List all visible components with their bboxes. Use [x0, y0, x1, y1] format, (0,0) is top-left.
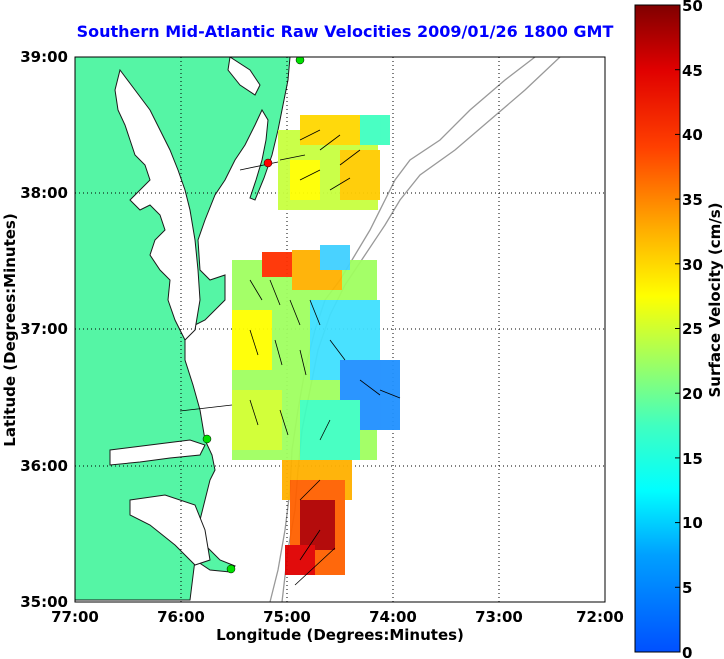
- colorbar-tick-label: 25: [682, 320, 703, 338]
- x-tick-label: 72:00: [576, 608, 624, 626]
- radar-site-marker: [263, 158, 273, 168]
- y-tick-label: 37:00: [20, 320, 68, 338]
- colorbar-tick-label: 20: [682, 385, 703, 403]
- x-axis-title: Longitude (Degrees:Minutes): [216, 626, 464, 644]
- pamlico-sound: [129, 494, 211, 566]
- colorbar-ticks: [675, 4, 680, 588]
- y-axis-title: Latitude (Degrees:Minutes): [1, 213, 19, 446]
- x-tick-label: 75:00: [263, 608, 311, 626]
- colorbar-tick-label: 40: [682, 126, 703, 144]
- radar-site-marker: [202, 434, 212, 444]
- map-title: Southern Mid-Atlantic Raw Velocities 200…: [76, 22, 614, 41]
- velocity-vectors: [179, 129, 401, 586]
- y-tick-label: 39:00: [20, 48, 68, 66]
- radar-site-marker: [295, 57, 305, 65]
- colorbar-tick-label: 50: [682, 0, 703, 15]
- y-tick-label: 35:00: [20, 593, 68, 611]
- x-tick-label: 76:00: [157, 608, 205, 626]
- albemarle-sound: [109, 439, 206, 466]
- radar-site-marker: [226, 564, 236, 574]
- chesapeake-bay: [114, 68, 201, 341]
- y-tick-label: 38:00: [20, 184, 68, 202]
- x-tick-label: 73:00: [475, 608, 523, 626]
- colorbar-tick-label: 5: [682, 579, 692, 597]
- x-tick-label: 74:00: [369, 608, 417, 626]
- colorbar: [634, 4, 681, 653]
- colorbar-title: Surface Velocity (cm/s): [706, 202, 724, 397]
- x-tick-label: 77:00: [51, 608, 99, 626]
- colorbar-tick-label: 15: [682, 450, 703, 468]
- y-tick-label: 36:00: [20, 457, 68, 475]
- colorbar-tick-label: 45: [682, 62, 703, 80]
- delaware-bay: [227, 57, 261, 96]
- colorbar-tick-label: 10: [682, 514, 703, 532]
- colorbar-tick-label: 30: [682, 256, 703, 274]
- velocity-field: [232, 115, 400, 575]
- colorbar-tick-label: 0: [682, 644, 692, 659]
- colorbar-tick-label: 35: [682, 191, 703, 209]
